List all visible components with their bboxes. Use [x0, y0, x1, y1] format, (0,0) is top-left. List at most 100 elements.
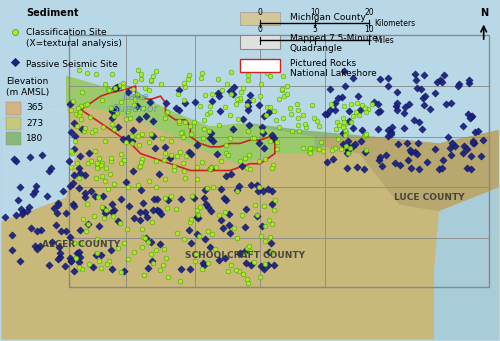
- Point: [324, 112, 332, 117]
- Point: [152, 247, 160, 253]
- Point: [206, 165, 214, 170]
- Point: [376, 154, 384, 159]
- Point: [347, 119, 355, 124]
- Point: [347, 101, 355, 106]
- Point: [266, 73, 274, 79]
- Point: [198, 159, 206, 165]
- Point: [128, 138, 136, 144]
- Text: 20: 20: [364, 8, 374, 17]
- Point: [431, 147, 439, 152]
- Point: [133, 92, 141, 97]
- Point: [344, 147, 352, 152]
- Point: [186, 266, 194, 271]
- Point: [216, 158, 224, 164]
- Point: [245, 243, 253, 249]
- Point: [54, 200, 62, 206]
- Point: [95, 258, 103, 264]
- Point: [66, 258, 74, 263]
- Point: [293, 101, 301, 106]
- Point: [227, 70, 235, 75]
- Point: [254, 184, 262, 190]
- Point: [206, 135, 214, 141]
- Point: [340, 121, 348, 127]
- Point: [56, 250, 64, 255]
- Point: [104, 87, 112, 92]
- Point: [440, 73, 448, 78]
- Point: [138, 132, 146, 137]
- Point: [158, 135, 166, 141]
- Point: [208, 91, 216, 97]
- Point: [88, 264, 96, 270]
- Point: [246, 166, 254, 172]
- Point: [308, 102, 316, 107]
- Point: [135, 143, 143, 148]
- Point: [417, 87, 425, 92]
- Point: [356, 107, 364, 112]
- Point: [90, 193, 98, 199]
- Point: [80, 129, 88, 134]
- Point: [300, 121, 308, 127]
- Point: [180, 168, 188, 174]
- Point: [346, 145, 354, 150]
- Point: [136, 218, 144, 223]
- Point: [222, 173, 230, 179]
- Point: [180, 100, 188, 105]
- Point: [465, 80, 473, 86]
- Point: [274, 97, 282, 102]
- Point: [54, 203, 62, 208]
- Point: [470, 140, 478, 146]
- Point: [322, 159, 330, 165]
- Point: [78, 89, 86, 94]
- Point: [432, 90, 440, 96]
- Point: [114, 124, 122, 130]
- Point: [360, 149, 368, 155]
- Point: [187, 241, 195, 246]
- Point: [140, 272, 148, 278]
- Point: [110, 86, 118, 91]
- Point: [164, 274, 172, 280]
- Point: [128, 127, 136, 132]
- Point: [222, 151, 230, 156]
- Point: [436, 77, 444, 82]
- Point: [190, 196, 198, 201]
- Point: [410, 117, 418, 123]
- Point: [124, 89, 132, 95]
- Point: [138, 159, 145, 164]
- Point: [176, 278, 184, 283]
- Point: [136, 76, 144, 81]
- Point: [226, 230, 234, 236]
- Text: SCHOOLCRAFT COUNTY: SCHOOLCRAFT COUNTY: [185, 251, 305, 260]
- Point: [394, 142, 402, 147]
- Point: [244, 72, 252, 78]
- Point: [142, 235, 150, 241]
- Point: [147, 251, 155, 256]
- Point: [185, 72, 193, 78]
- Point: [263, 105, 271, 110]
- Point: [226, 112, 234, 118]
- Point: [153, 207, 161, 213]
- Point: [75, 67, 83, 73]
- Polygon shape: [2, 103, 498, 340]
- Point: [332, 101, 340, 106]
- Point: [229, 91, 237, 97]
- Point: [200, 262, 208, 267]
- Point: [138, 227, 146, 232]
- Point: [95, 223, 103, 228]
- Point: [105, 87, 113, 93]
- Point: [406, 101, 413, 106]
- Point: [244, 103, 252, 109]
- Point: [102, 207, 110, 212]
- Point: [150, 197, 158, 202]
- Bar: [6, 102, 22, 115]
- Point: [84, 161, 92, 166]
- Polygon shape: [2, 103, 76, 221]
- Point: [162, 205, 170, 211]
- Point: [257, 263, 265, 269]
- Point: [77, 103, 85, 108]
- Point: [442, 102, 450, 107]
- Point: [141, 209, 149, 215]
- Point: [341, 127, 349, 133]
- Point: [339, 124, 347, 130]
- Point: [331, 107, 339, 113]
- Point: [286, 105, 294, 110]
